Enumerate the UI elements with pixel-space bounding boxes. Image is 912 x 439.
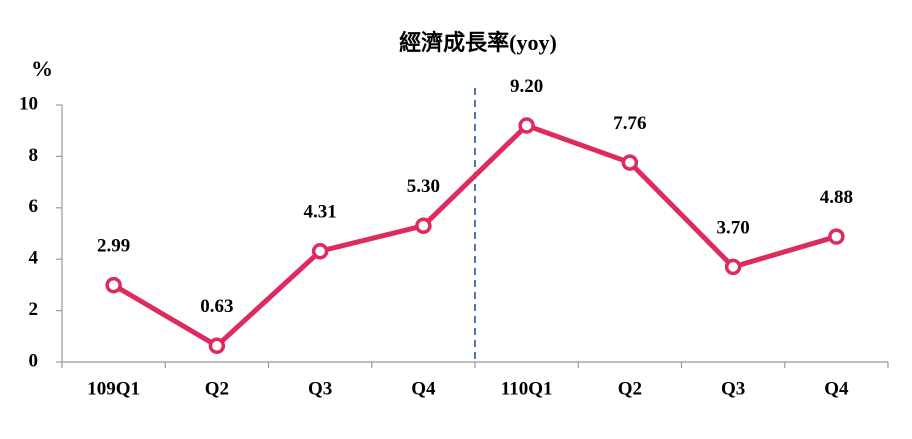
x-tick-label: Q3 (308, 378, 332, 399)
x-tick-label: Q2 (618, 378, 642, 399)
data-label: 5.30 (407, 176, 440, 197)
data-point (518, 117, 535, 134)
y-tick-label: 2 (29, 299, 39, 320)
data-point (415, 217, 432, 235)
data-point (621, 154, 639, 171)
data-point (208, 337, 226, 355)
data-label: 2.99 (97, 236, 130, 257)
data-label: 4.88 (820, 187, 853, 208)
data-label: 7.76 (613, 113, 646, 134)
data-point (311, 242, 329, 260)
data-line (112, 123, 838, 349)
y-tick-label: 10 (19, 93, 38, 114)
y-tick-label: 4 (29, 248, 39, 269)
y-tick-label: 0 (29, 350, 39, 371)
chart-title: 經濟成長率(yoy) (399, 30, 557, 55)
y-axis-label: % (31, 56, 53, 81)
data-point (724, 258, 742, 276)
data-label: 9.20 (510, 76, 543, 97)
y-tick-label: 6 (29, 196, 39, 217)
x-tick-label: 110Q1 (501, 378, 553, 399)
x-tick-label: Q4 (824, 378, 849, 399)
x-tick-label: Q4 (411, 378, 436, 399)
y-tick-label: 8 (29, 145, 39, 166)
data-label: 4.31 (304, 202, 337, 223)
x-tick-label: 109Q1 (87, 378, 140, 399)
x-tick-label: Q2 (205, 378, 229, 399)
data-label: 3.70 (717, 217, 750, 238)
x-tick-label: Q3 (721, 378, 745, 399)
data-point (105, 276, 122, 294)
data-label: 0.63 (200, 296, 233, 317)
data-point (828, 228, 845, 245)
